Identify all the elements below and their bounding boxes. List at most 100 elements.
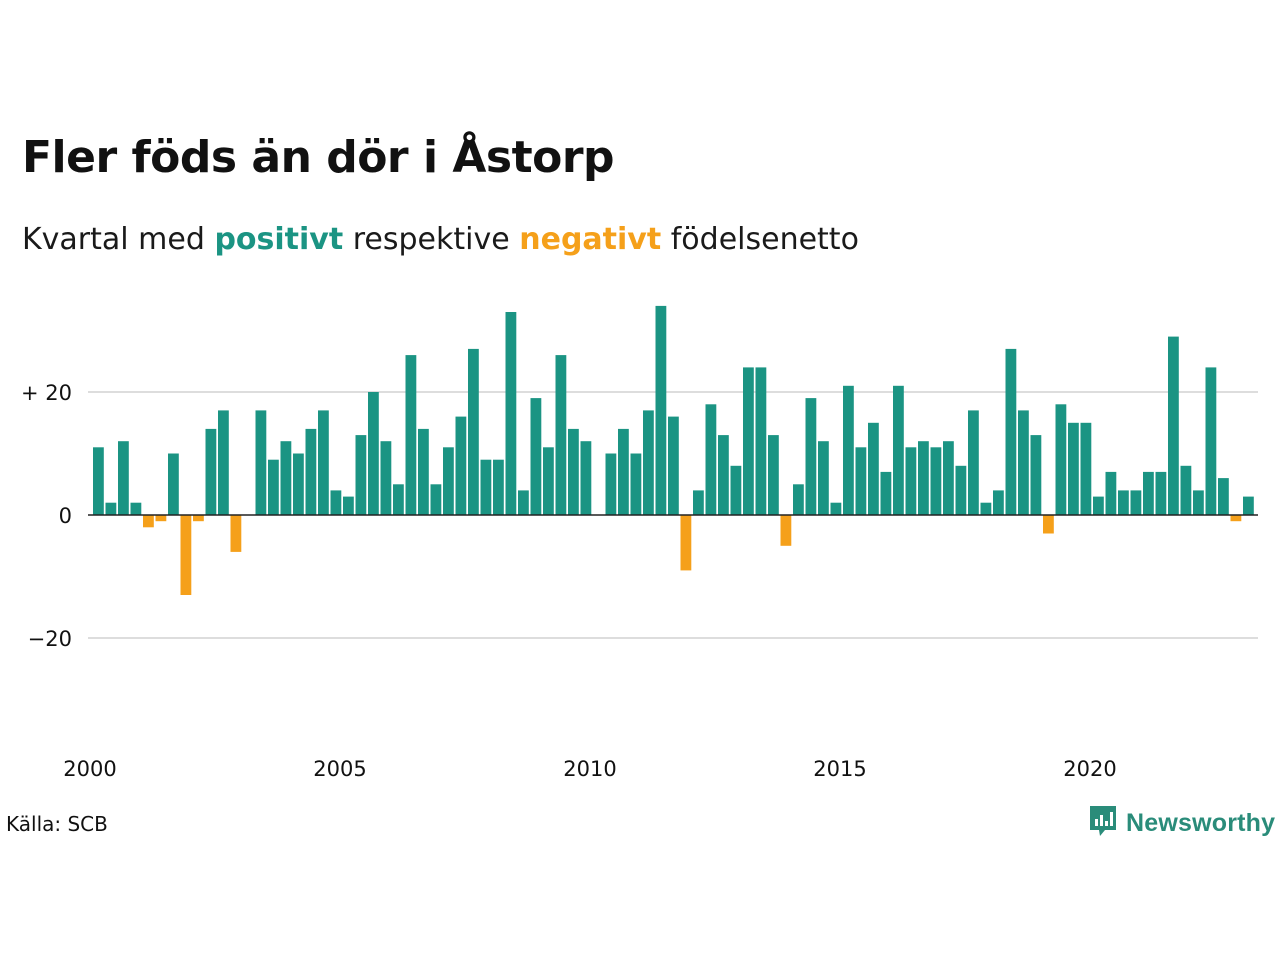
bar [743, 367, 754, 515]
bar [568, 428, 579, 515]
bar [143, 515, 154, 528]
bar [1168, 336, 1179, 515]
bar [805, 398, 817, 515]
bar [418, 428, 429, 515]
x-tick-label: 2010 [563, 757, 616, 781]
bar [868, 422, 879, 516]
bar [905, 447, 917, 515]
bar [1080, 422, 1092, 516]
bar [668, 416, 679, 515]
bar [968, 410, 979, 515]
bar [1193, 490, 1204, 515]
bar [1143, 471, 1154, 515]
bar [793, 484, 804, 516]
x-tick-labels: 2000 2005 2010 2015 2020 [63, 757, 1116, 781]
bar [768, 435, 779, 516]
bar [1105, 471, 1117, 515]
chart-title: Fler föds än dör i Åstorp [22, 132, 615, 183]
bar [580, 441, 592, 515]
bar [505, 312, 517, 515]
bar [480, 459, 492, 516]
bar [1130, 490, 1142, 515]
bar [343, 496, 354, 516]
bar [318, 410, 329, 515]
bar [643, 410, 654, 515]
bar [855, 447, 867, 515]
bar [405, 355, 417, 515]
bar [880, 471, 892, 515]
bar [380, 441, 392, 515]
bar [430, 484, 442, 516]
y-tick-labels: + 20 0 −20 [21, 381, 72, 651]
bar [943, 441, 954, 515]
bar [355, 435, 367, 516]
chart-subtitle: Kvartal med positivt respektive negativt… [22, 222, 859, 257]
bar [993, 490, 1004, 515]
bar [755, 367, 767, 515]
bar [1030, 435, 1042, 516]
bar [518, 490, 529, 515]
bar [468, 348, 479, 515]
bar [918, 441, 929, 515]
y-tick-label: 0 [59, 504, 72, 528]
bar [1243, 496, 1254, 516]
bar [93, 447, 104, 515]
bar [105, 502, 117, 515]
bar [818, 441, 829, 515]
grid-lines [88, 391, 1258, 639]
bar [368, 392, 379, 515]
bar [830, 502, 842, 515]
bar [1118, 490, 1129, 515]
bar [680, 515, 692, 571]
bar [118, 441, 129, 515]
subtitle-middle: respektive [352, 222, 510, 257]
bar [655, 305, 667, 515]
bar [455, 416, 467, 515]
subtitle-positive-word: positivt [214, 222, 344, 257]
bar [268, 459, 279, 516]
bar [930, 447, 942, 515]
subtitle-prefix: Kvartal med [22, 222, 205, 257]
bar [205, 428, 217, 515]
bar [1068, 422, 1079, 516]
bar [555, 355, 567, 515]
bar [293, 453, 304, 515]
bar [1230, 515, 1242, 522]
bar [155, 515, 167, 522]
bar [1205, 367, 1217, 515]
source-note: Källa: SCB [6, 812, 108, 836]
bar [393, 484, 404, 516]
bar [168, 453, 179, 515]
bar [255, 410, 267, 515]
bar [1005, 348, 1017, 515]
bar [443, 447, 454, 515]
bar [605, 453, 617, 515]
bar [130, 502, 142, 515]
bar [730, 465, 742, 515]
x-tick-label: 2015 [813, 757, 866, 781]
bar [218, 410, 229, 515]
bar [630, 453, 642, 515]
y-tick-label: + 20 [21, 381, 72, 405]
brand-logo[interactable]: Newsworthy [1088, 804, 1275, 842]
bar [618, 428, 629, 515]
bar [718, 435, 729, 516]
bar [705, 404, 717, 515]
bar [493, 459, 504, 516]
bar [193, 515, 204, 522]
brand-name: Newsworthy [1126, 808, 1276, 837]
subtitle-suffix: födelsenetto [670, 222, 859, 257]
bar [180, 515, 192, 595]
bar [1043, 515, 1054, 534]
bar [230, 515, 242, 552]
bar [330, 490, 342, 515]
bar [1093, 496, 1104, 516]
bar [893, 385, 904, 515]
bar [530, 398, 542, 515]
bar [780, 515, 792, 546]
bar [305, 428, 317, 515]
x-tick-label: 2000 [63, 757, 116, 781]
bar [543, 447, 554, 515]
bars [93, 305, 1254, 595]
bar [1155, 471, 1167, 515]
